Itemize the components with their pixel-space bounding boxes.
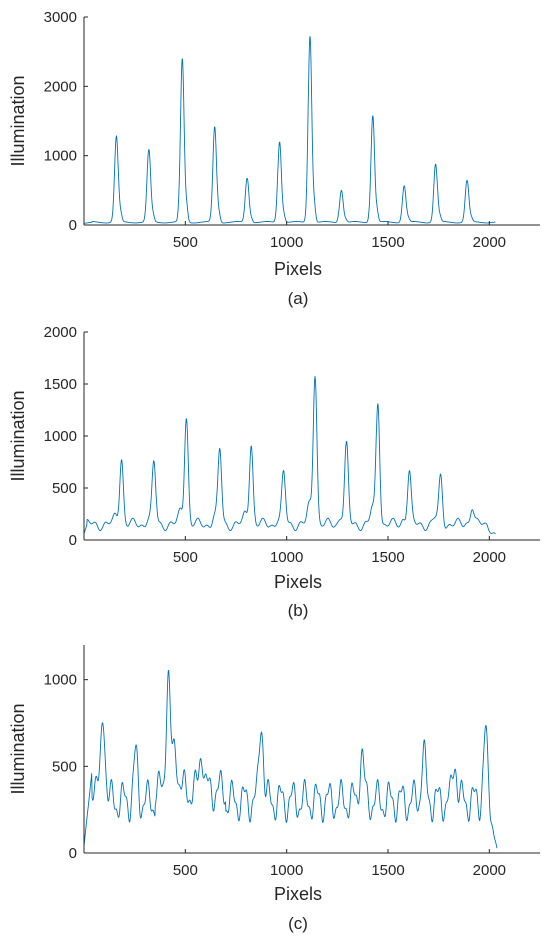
y-tick-label: 1500 — [44, 376, 77, 393]
x-tick-label: 1500 — [371, 549, 404, 566]
x-tick-label: 500 — [173, 234, 198, 251]
x-axis-title: Pixels — [274, 259, 322, 279]
panel-caption: (c) — [288, 914, 308, 933]
x-tick-label: 2000 — [473, 549, 506, 566]
x-tick-label: 1500 — [371, 862, 404, 879]
x-tick-label: 1000 — [270, 862, 303, 879]
y-axis-title: Illumination — [8, 390, 28, 481]
y-axis-title: Illumination — [8, 703, 28, 794]
x-tick-label: 2000 — [473, 862, 506, 879]
series-line — [83, 375, 496, 535]
chart-panel-1: 500 1000 1500 2000 0 1000 2000 3000 Pixels Illumi… — [8, 9, 540, 308]
panel-caption: (b) — [288, 601, 309, 620]
x-tick-label: 500 — [173, 549, 198, 566]
y-tick-label: 1000 — [44, 672, 77, 689]
series-line — [83, 36, 496, 224]
y-tick-label: 1000 — [44, 428, 77, 445]
series-line — [83, 669, 498, 849]
x-tick-label: 1000 — [270, 234, 303, 251]
y-tick-label: 0 — [69, 532, 77, 549]
y-tick-label: 500 — [52, 480, 77, 497]
y-tick-label: 1000 — [44, 148, 77, 165]
y-tick-label: 500 — [52, 758, 77, 775]
panel-caption: (a) — [288, 289, 309, 308]
y-tick-label: 2000 — [44, 78, 77, 95]
x-tick-label: 500 — [173, 862, 198, 879]
y-tick-label: 0 — [69, 845, 77, 862]
y-axis-title: Illumination — [8, 75, 28, 166]
y-tick-label: 3000 — [44, 9, 77, 26]
x-axis-title: Pixels — [274, 572, 322, 592]
x-tick-label: 2000 — [473, 234, 506, 251]
chart-panel-2: 500 1000 1500 2000 0 500 1000 1500 2000 Pixels Ill… — [8, 324, 540, 620]
x-tick-label: 1000 — [270, 549, 303, 566]
y-tick-label: 2000 — [44, 324, 77, 341]
x-axis-title: Pixels — [274, 884, 322, 904]
chart-panel-3: 500 1000 1500 2000 0 500 1000 Pixels Illuminatio… — [8, 645, 540, 933]
y-tick-label: 0 — [69, 217, 77, 234]
x-tick-label: 1500 — [371, 234, 404, 251]
